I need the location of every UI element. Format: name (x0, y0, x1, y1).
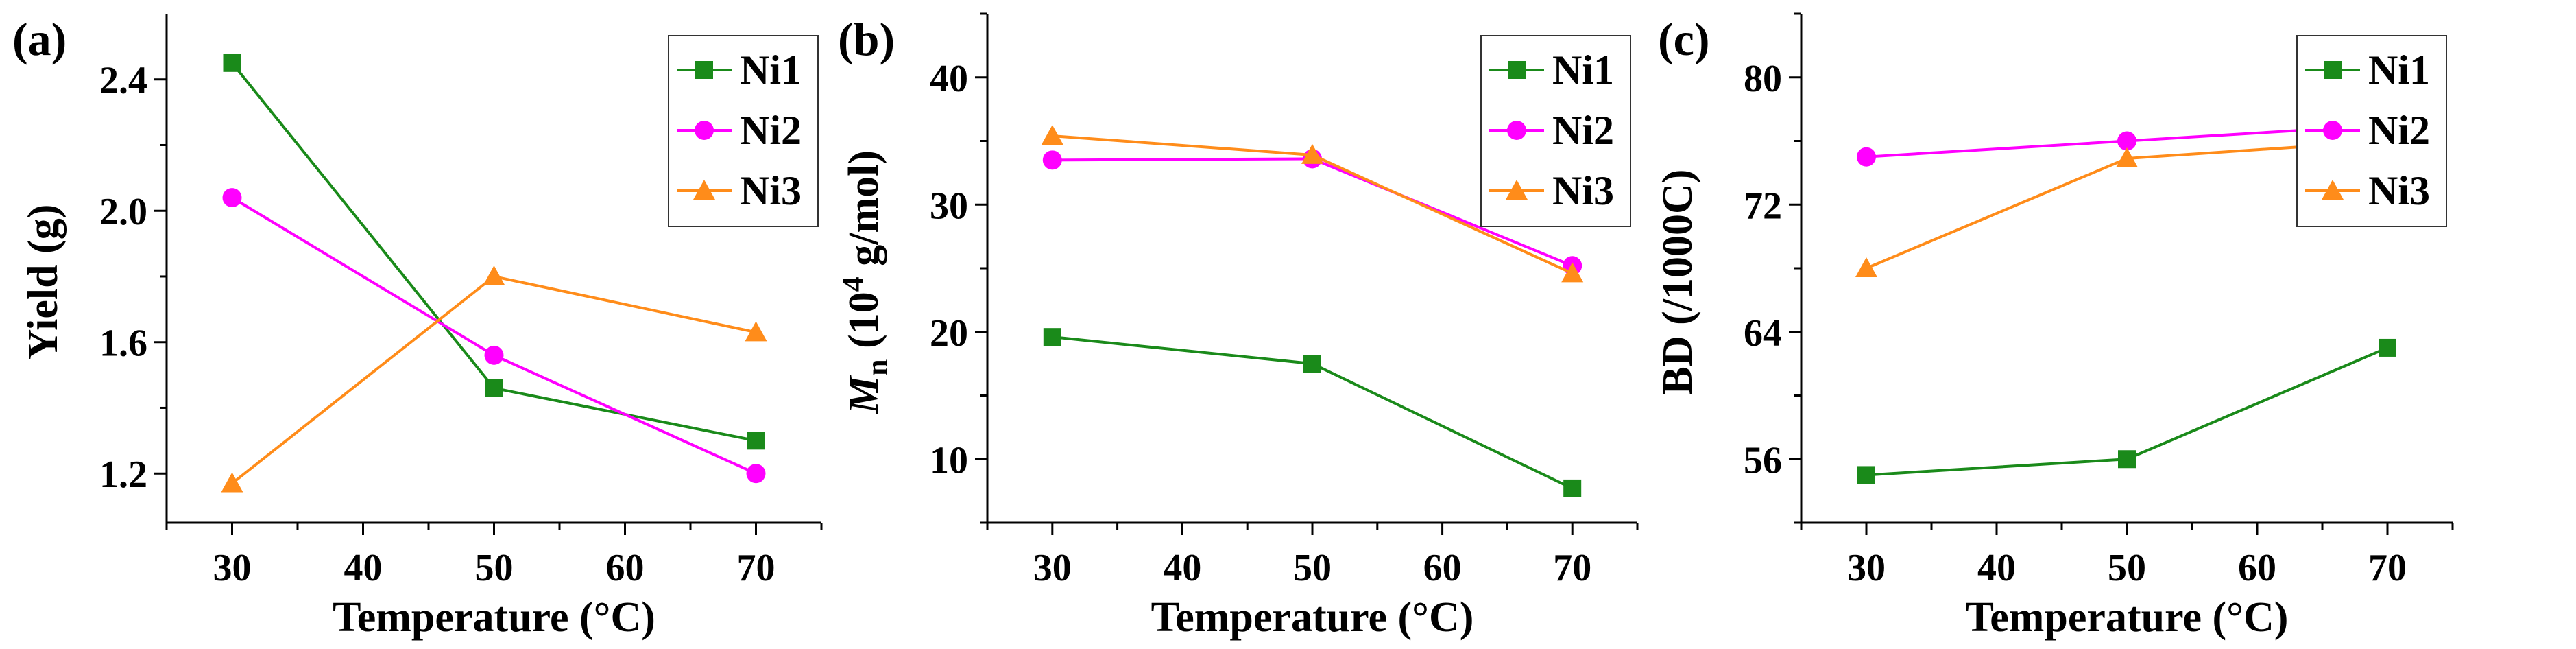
panel-a-legend-ni1-marker (695, 61, 713, 79)
panel-b: (b) Mn (104 g/mol) Temperature (°C) 30 40… (836, 12, 1639, 641)
panel-a-y-tick-label-2.4: 2.4 (99, 60, 147, 102)
panel-b-y-axis-title-symbol: M (841, 375, 887, 414)
panel-b-series-ni1-point-70 (1563, 479, 1582, 497)
panel-b-legend: Ni1 Ni2 Ni3 (1480, 35, 1631, 227)
panel-b-x-tick-label-70: 70 (1553, 547, 1591, 589)
panel-c-legend-ni1-label: Ni1 (2368, 47, 2430, 93)
panel-a-x-tick-label-50: 50 (475, 547, 514, 589)
panel-b-series-ni3-point-70 (1561, 262, 1584, 283)
panel-a-series-ni2-point-50 (484, 345, 504, 365)
panel-a-series-ni3-point-30 (221, 472, 243, 493)
panel-b-y-tick-label-30: 30 (930, 185, 968, 227)
panel-c-series-ni1-point-50 (2118, 450, 2136, 469)
panel-c-x-tick-label-30: 30 (1847, 547, 1886, 589)
panel-a-x-axis-title: Temperature (°C) (333, 594, 655, 641)
panel-a-legend-ni3-label: Ni3 (740, 168, 802, 213)
panel-a-x-tick-label-70: 70 (737, 547, 775, 589)
panel-c-legend-ni1-marker (2324, 61, 2342, 79)
panel-c-legend-ni3-label: Ni3 (2368, 168, 2430, 213)
panel-b-series-ni3-point-50 (1301, 143, 1323, 164)
panel-b-series-ni3-point-30 (1041, 125, 1063, 145)
panel-c-label: (c) (1658, 13, 1709, 65)
panel-b-y-axis-title-subscript: n (860, 359, 894, 375)
panel-a-legend: Ni1 Ni2 Ni3 (668, 35, 819, 227)
panel-c-x-tick-label-50: 50 (2108, 547, 2146, 589)
panel-b-series-ni2-point-30 (1042, 150, 1062, 170)
panel-a-series-ni2-point-30 (222, 188, 242, 208)
panel-c-x-axis-title: Temperature (°C) (1966, 594, 2289, 641)
panel-a-x-tick-label-40: 40 (344, 547, 383, 589)
panel-b-legend-ni3-label: Ni3 (1552, 168, 1614, 213)
panel-c-y-tick-label-56: 56 (1744, 439, 1782, 482)
panel-b-legend-ni1-marker (1508, 61, 1526, 79)
panel-a-x-tick-label-30: 30 (213, 547, 252, 589)
panel-a-y-tick-label-1.2: 1.2 (99, 453, 147, 496)
panel-a-y-tick-label-2.0: 2.0 (99, 191, 147, 233)
panel-c-x-tick-label-40: 40 (1977, 547, 2016, 589)
panel-a-series-ni3-point-70 (745, 321, 767, 342)
panel-a: (a) Yield (g) Temperature (°C) 30 40 50 60 7… (12, 13, 823, 641)
panel-a-y-tick-label-1.6: 1.6 (99, 322, 147, 365)
panel-c: (c) BD (/1000C) Temperature (°C) 30 40 50 6… (1654, 12, 2454, 641)
panel-b-x-tick-label-50: 50 (1293, 547, 1332, 589)
panel-c-y-tick-label-72: 72 (1744, 185, 1782, 227)
panel-a-y-axis-title: Yield (g) (20, 204, 67, 360)
panel-b-x-tick-label-60: 60 (1423, 547, 1462, 589)
panel-c-x-tick-label-60: 60 (2238, 547, 2276, 589)
panel-c-series-ni3-point-50 (2116, 148, 2138, 168)
panel-c-series-ni1-point-70 (2379, 338, 2396, 357)
panel-c-series-ni3-point-30 (1855, 257, 1877, 277)
panel-b-y-tick-label-10: 10 (930, 439, 968, 482)
panel-a-series-ni3-point-50 (483, 265, 505, 285)
panel-a-series-ni2-line (231, 196, 757, 475)
panel-a-series-ni2-point-70 (746, 464, 766, 484)
panel-b-series-ni1-point-50 (1303, 355, 1321, 373)
panel-c-y-axis-title: BD (/1000C) (1654, 169, 1701, 395)
panel-a-legend-ni2-marker (695, 121, 714, 140)
panel-a-series-ni1-point-30 (223, 54, 241, 72)
panel-b-legend-ni2-marker (1507, 121, 1526, 140)
panel-a-label: (a) (12, 13, 67, 65)
panel-b-y-axis-title: Mn (104 g/mol) (836, 150, 894, 414)
panel-b-y-tick-label-20: 20 (930, 312, 968, 355)
panel-c-series-ni1-point-30 (1857, 466, 1875, 484)
panel-c-y-tick-label-64: 64 (1744, 312, 1782, 355)
panel-c-legend-ni3-marker (2322, 180, 2344, 200)
panel-b-legend-ni2-label: Ni2 (1552, 108, 1614, 153)
panel-b-x-axis-title: Temperature (°C) (1151, 594, 1474, 641)
panel-a-series-ni1-point-50 (485, 379, 503, 397)
panel-a-legend-ni1-label: Ni1 (740, 47, 802, 93)
panel-b-y-axis-title-unit-a: (10 (841, 292, 887, 359)
panel-b-legend-ni1-label: Ni1 (1552, 47, 1614, 93)
panel-c-x-tick-label-70: 70 (2368, 547, 2407, 589)
panel-b-y-tick-label-40: 40 (930, 58, 968, 100)
panel-b-y-axis-title-unit-b: g/mol) (841, 150, 887, 276)
panel-a-legend-ni2-label: Ni2 (740, 108, 802, 153)
panel-a-series-ni1-point-70 (747, 432, 765, 450)
panel-c-y-tick-label-80: 80 (1744, 58, 1782, 100)
panel-a-legend-ni3-marker (693, 180, 715, 200)
panel-a-x-tick-label-60: 60 (606, 547, 645, 589)
panel-c-legend-ni2-marker (2323, 121, 2342, 140)
panel-c-legend-ni2-label: Ni2 (2368, 108, 2430, 153)
panel-b-legend-ni3-marker (1506, 180, 1528, 200)
panel-b-series-ni1-point-30 (1043, 328, 1061, 346)
panel-c-legend: Ni1 Ni2 Ni3 (2296, 35, 2447, 227)
panel-b-x-tick-label-40: 40 (1163, 547, 1201, 589)
panel-b-x-tick-label-30: 30 (1033, 547, 1072, 589)
panel-c-series-ni2-point-50 (2117, 131, 2136, 151)
panel-b-y-axis-title-superscript: 4 (836, 276, 869, 292)
panel-c-series-ni2-point-30 (1857, 147, 1876, 167)
panel-b-label: (b) (838, 13, 895, 65)
